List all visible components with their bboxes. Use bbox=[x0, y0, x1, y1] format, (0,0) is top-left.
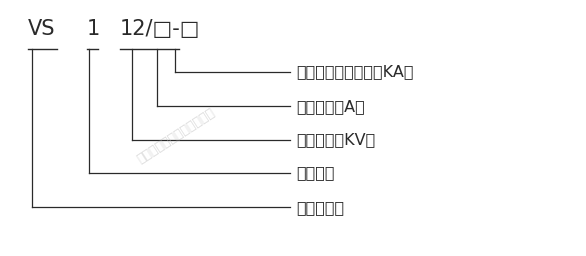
Text: 设计序号: 设计序号 bbox=[296, 165, 335, 180]
Text: 额定电流（A）: 额定电流（A） bbox=[296, 99, 364, 114]
Text: 真空断路器: 真空断路器 bbox=[296, 200, 344, 215]
Text: 1: 1 bbox=[87, 19, 100, 39]
Text: 12/□-□: 12/□-□ bbox=[120, 19, 200, 39]
Text: 额定短路开断电流（KA）: 额定短路开断电流（KA） bbox=[296, 64, 414, 79]
Text: 额定电压（KV）: 额定电压（KV） bbox=[296, 132, 375, 147]
Text: 上海永淥电气股份有限公司: 上海永淥电气股份有限公司 bbox=[135, 106, 217, 166]
Text: VS: VS bbox=[28, 19, 56, 39]
